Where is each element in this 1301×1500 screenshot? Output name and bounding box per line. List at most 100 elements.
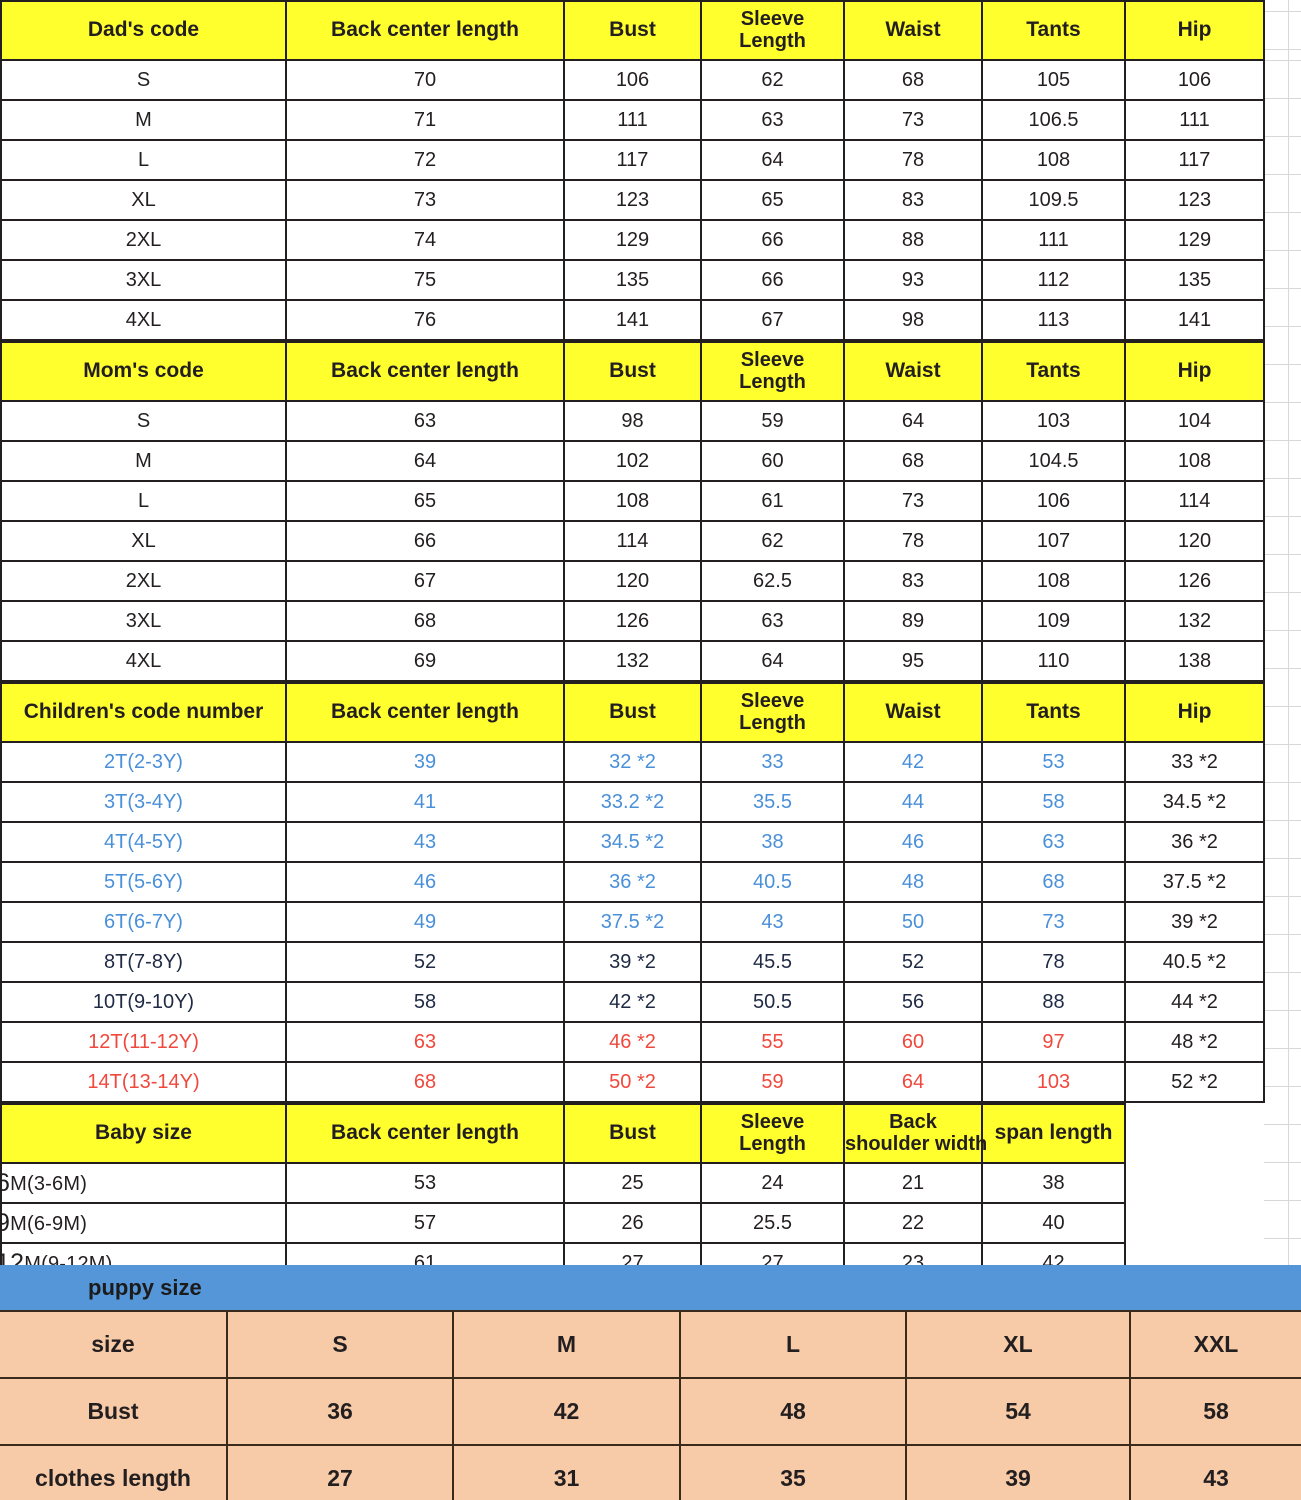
table-row: 6T(6-7Y) 49 37.5 *2 43 50 73 39 *2 [0,901,1265,943]
puppy-bust-m: 42 [452,1377,681,1446]
children-header-sleeve: Sleeve Length [700,682,845,743]
table-row: 9M(6-9M) 57 26 25.5 22 40 [0,1202,1264,1244]
cell-back: 67 [285,560,565,602]
cell-sleeve: 63 [700,99,845,141]
cell-back: 71 [285,99,565,141]
cell-hip: 129 [1124,219,1265,261]
cell-bust: 46 *2 [563,1021,702,1063]
cell-hip: 132 [1124,600,1265,642]
cell-tants: 106.5 [981,99,1126,141]
cell-bust: 25 [563,1162,702,1204]
puppy-size-m: M [452,1310,681,1379]
cell-sleeve: 24 [700,1162,845,1204]
cell-bust: 33.2 *2 [563,781,702,823]
main-tables-wrapper: Dad's code Back center length Bust Sleev… [0,0,1265,1324]
moms-header-bust: Bust [563,341,702,402]
cell-tants: 73 [981,901,1126,943]
cell-waist: 68 [843,440,983,482]
baby-size-lead: 6 [0,1168,11,1197]
baby-header-empty [1125,1104,1264,1163]
cell-back: 76 [285,299,565,341]
table-row: 4T(4-5Y) 43 34.5 *2 38 46 63 36 *2 [0,821,1265,863]
cell-tants: 88 [981,981,1126,1023]
moms-header-row: Mom's code Back center length Bust Sleev… [0,341,1265,402]
cell-sleeve: 43 [700,901,845,943]
cell-sleeve: 25.5 [700,1202,845,1244]
table-row: 2XL 74 129 66 88 111 129 [0,219,1265,261]
cell-tants: 63 [981,821,1126,863]
cell-back: 66 [285,520,565,562]
cell-span: 40 [981,1202,1126,1244]
cell-waist: 73 [843,480,983,522]
cell-hip: 44 *2 [1124,981,1265,1023]
cell-back: 74 [285,219,565,261]
table-row: 8T(7-8Y) 52 39 *2 45.5 52 78 40.5 *2 [0,941,1265,983]
cell-size: 5T(5-6Y) [0,861,287,903]
cell-sleeve: 35.5 [700,781,845,823]
cell-bust: 26 [563,1202,702,1244]
cell-tants: 110 [981,640,1126,682]
cell-tants: 113 [981,299,1126,341]
cell-back: 41 [285,781,565,823]
baby-size-rest: M(6-9M) [10,1212,88,1235]
table-row: XL 73 123 65 83 109.5 123 [0,179,1265,221]
cell-tants: 106 [981,480,1126,522]
puppy-bust-s: 36 [226,1377,454,1446]
cell-tants: 103 [981,400,1126,442]
cell-bust: 135 [563,259,702,301]
cell-size: L [0,139,287,181]
puppy-bust-xl: 54 [905,1377,1131,1446]
cell-waist: 46 [843,821,983,863]
cell-sleeve: 33 [700,741,845,783]
puppy-size-l: L [679,1310,907,1379]
cell-size: 6M(3-6M) [0,1162,287,1204]
cell-back: 63 [285,1021,565,1063]
cell-hip: 120 [1124,520,1265,562]
cell-sleeve: 59 [700,1061,845,1103]
cell-sleeve: 62 [700,59,845,101]
cell-back: 39 [285,741,565,783]
cell-waist: 93 [843,259,983,301]
cell-size: 3XL [0,259,287,301]
cell-bust: 42 *2 [563,981,702,1023]
cell-size: M [0,440,287,482]
cell-tants: 78 [981,941,1126,983]
table-row: 4XL 76 141 67 98 113 141 [0,299,1265,341]
cell-back: 73 [285,179,565,221]
moms-header-tants: Tants [981,341,1126,402]
cell-waist: 83 [843,179,983,221]
cell-hip: 40.5 *2 [1124,941,1265,983]
table-row: 14T(13-14Y) 68 50 *2 59 64 103 52 *2 [0,1061,1265,1103]
cell-bust: 120 [563,560,702,602]
cell-sleeve: 64 [700,139,845,181]
cell-back: 43 [285,821,565,863]
puppy-table-wrapper: size S M L XL XXL Bust 36 42 48 54 58 cl… [0,1310,1301,1500]
cell-bust: 37.5 *2 [563,901,702,943]
cell-tants: 103 [981,1061,1126,1103]
cell-sleeve: 62.5 [700,560,845,602]
cell-sleeve: 61 [700,480,845,522]
puppy-length-m: 31 [452,1444,681,1500]
cell-hip: 138 [1124,640,1265,682]
cell-tants: 109 [981,600,1126,642]
cell-hip: 37.5 *2 [1124,861,1265,903]
cell-back: 75 [285,259,565,301]
puppy-size-xxl: XXL [1129,1310,1301,1379]
moms-header-hip: Hip [1124,341,1265,402]
cell-tants: 104.5 [981,440,1126,482]
cell-back: 64 [285,440,565,482]
cell-waist: 42 [843,741,983,783]
puppy-bust-l: 48 [679,1377,907,1446]
spreadsheet-gridline-vertical [1288,0,1289,1265]
puppy-label-size: size [0,1310,228,1379]
cell-sleeve: 66 [700,219,845,261]
cell-back: 63 [285,400,565,442]
table-row: 2T(2-3Y) 39 32 *2 33 42 53 33 *2 [0,741,1265,783]
cell-waist: 64 [843,400,983,442]
cell-bust: 108 [563,480,702,522]
cell-bust: 102 [563,440,702,482]
baby-size-rest: M(3-6M) [10,1172,88,1195]
cell-bust: 129 [563,219,702,261]
cell-tants: 58 [981,781,1126,823]
table-row: 3T(3-4Y) 41 33.2 *2 35.5 44 58 34.5 *2 [0,781,1265,823]
